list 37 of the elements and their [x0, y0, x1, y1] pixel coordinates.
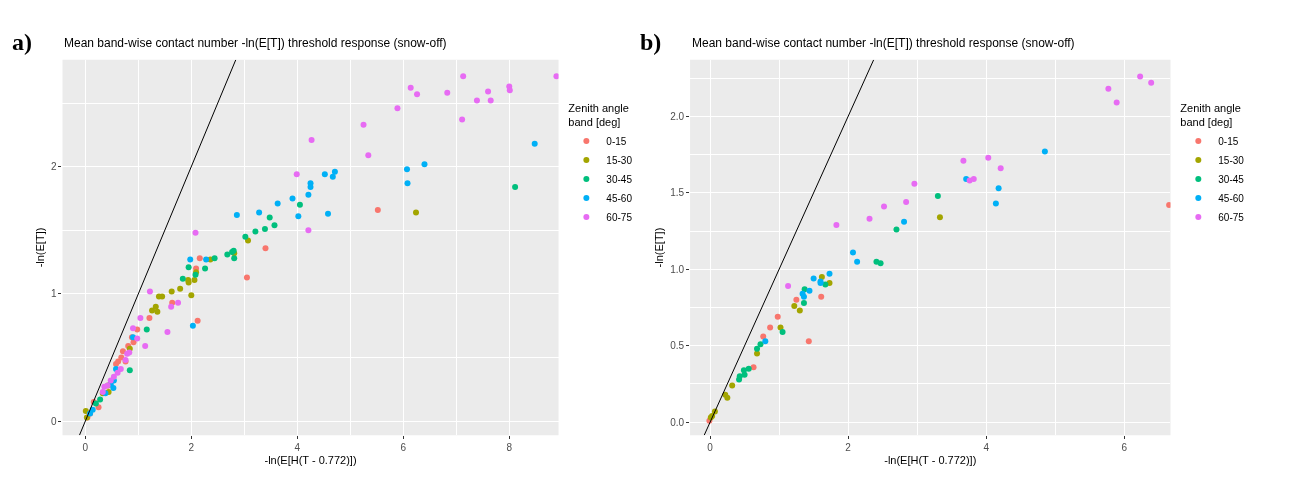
- x-tick-label: 0: [707, 442, 714, 454]
- x-tick-label: 6: [400, 442, 407, 454]
- y-tick-label: 2.0: [670, 110, 685, 122]
- legend-label: 15-30: [606, 154, 633, 166]
- y-tick-label: 0: [50, 415, 57, 427]
- y-axis-title: -ln(E[T]): [652, 227, 665, 268]
- legend-label: 45-60: [606, 192, 633, 204]
- y-axis-title: -ln(E[T]): [33, 227, 46, 268]
- chart-title: Mean band-wise contact number -ln(E[T]) threshold response (snow-off): [692, 36, 1075, 50]
- legend-label: 0-15: [606, 135, 627, 147]
- y-tick-label: 1: [50, 288, 57, 300]
- legend-label: 0-15: [1218, 135, 1239, 147]
- legend-label: 60-75: [1218, 211, 1245, 223]
- x-tick-label: 4: [294, 442, 301, 454]
- y-tick-label: 1.0: [670, 263, 685, 275]
- x-tick-label: 4: [983, 442, 990, 454]
- x-tick-label: 8: [506, 442, 513, 454]
- legend-label: 60-75: [606, 211, 633, 223]
- legend-label: 30-45: [606, 173, 633, 185]
- y-tick-label: 0.0: [670, 416, 685, 428]
- x-tick-label: 2: [188, 442, 195, 454]
- x-tick-label: 0: [82, 442, 89, 454]
- text: a): [12, 29, 32, 55]
- text: b): [640, 29, 662, 55]
- y-tick-label: 0.5: [670, 340, 685, 352]
- x-axis-title: -ln(E[H(T - 0.772)]): [884, 454, 977, 467]
- legend-label: 45-60: [1218, 192, 1245, 204]
- legend-label: 30-45: [1218, 173, 1245, 185]
- x-axis-title: -ln(E[H(T - 0.772)]): [264, 454, 357, 467]
- legend-title: Zenith angle band [deg]: [1180, 102, 1241, 129]
- y-tick-label: 1.5: [670, 187, 685, 199]
- x-tick-label: 6: [1121, 442, 1128, 454]
- x-tick-label: 2: [845, 442, 852, 454]
- legend-label: 15-30: [1218, 154, 1245, 166]
- legend-title: Zenith angle band [deg]: [568, 102, 629, 129]
- y-tick-label: 2: [50, 161, 57, 173]
- chart-title: Mean band-wise contact number -ln(E[T]) threshold response (snow-off): [64, 36, 447, 50]
